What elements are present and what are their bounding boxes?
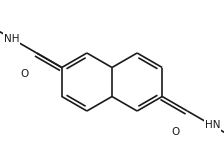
Text: NH: NH (4, 33, 19, 44)
Text: O: O (171, 127, 179, 137)
Text: O: O (20, 69, 28, 79)
Text: HN: HN (205, 120, 220, 131)
